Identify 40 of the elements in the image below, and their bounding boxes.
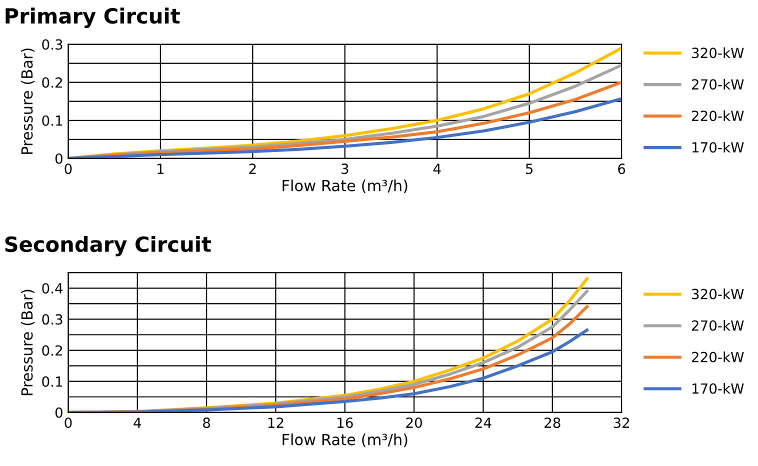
x-axis-title: Flow Rate (m³/h) (282, 433, 408, 448)
legend-label: 320-kW (692, 288, 744, 300)
legend-label: 320-kW (692, 47, 744, 58)
x-tick-label: 4 (134, 418, 142, 428)
y-axis-title: Pressure (Bar) (20, 48, 35, 154)
x-tick-label: 3 (342, 164, 348, 174)
legend-label: 170-kW (692, 383, 744, 394)
x-tick-label: 6 (618, 164, 626, 174)
chart-title: Primary Circuit (6, 8, 180, 28)
y-tick-label: 0 (55, 407, 62, 418)
y-tick-label: 0.3 (42, 39, 62, 50)
x-tick-label: 0 (64, 418, 72, 428)
legend-label: 270-kW (692, 78, 744, 90)
legend-label: 270-kW (692, 320, 744, 331)
x-tick-label: 20 (406, 418, 422, 428)
x-tick-label: 28 (544, 418, 560, 428)
y-tick-label: 0.1 (42, 376, 62, 387)
legend-label: 220-kW (692, 110, 744, 122)
y-axis-title: Pressure (Bar) (20, 290, 35, 396)
x-tick-label: 24 (475, 418, 492, 428)
y-tick-label: 0.2 (42, 345, 62, 356)
line-series (68, 328, 589, 412)
y-tick-label: 0.1 (42, 115, 62, 126)
y-tick-label: 0 (55, 153, 62, 164)
x-tick-label: 1 (158, 164, 164, 174)
x-tick-label: 4 (433, 164, 441, 174)
x-tick-label: 5 (526, 164, 533, 174)
y-tick-label: 0.4 (42, 283, 63, 294)
legend-label: 220-kW (692, 352, 744, 362)
x-tick-label: 12 (268, 418, 284, 428)
x-axis-title: Flow Rate (m³/h) (282, 180, 408, 194)
x-tick-label: 16 (338, 418, 353, 428)
y-tick-label: 0.2 (42, 77, 62, 88)
x-tick-label: 8 (203, 418, 210, 428)
y-tick-label: 0.3 (42, 314, 62, 325)
x-tick-label: 2 (249, 164, 256, 174)
x-tick-label: 32 (614, 418, 630, 428)
legend-label: 170-kW (692, 142, 744, 153)
x-tick-label: 0 (64, 164, 72, 174)
chart-title: Secondary Circuit (5, 236, 212, 256)
